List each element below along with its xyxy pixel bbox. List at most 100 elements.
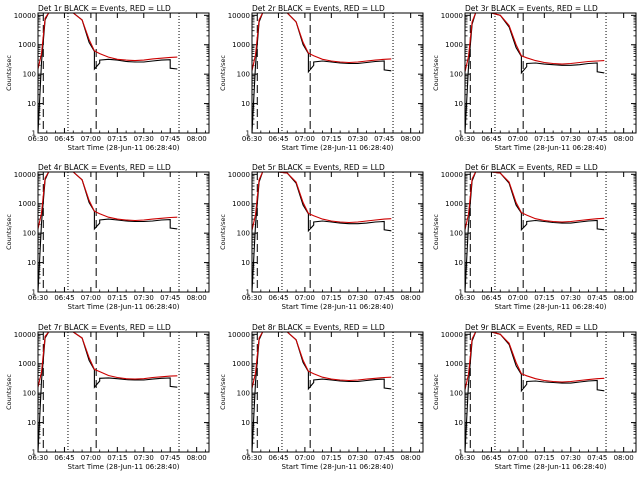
events-series-line [37, 331, 178, 453]
events-series-line [37, 171, 178, 293]
x-axis-label: Start Time (28-Jun-11 06:28:40) [282, 144, 394, 152]
y-tick-label: 10000 [441, 171, 463, 179]
x-tick-label: 06:30 [455, 135, 475, 143]
x-tick-label: 07:15 [321, 454, 341, 462]
y-axis-label: Counts/sec [432, 55, 440, 91]
x-axis-label: Start Time (28-Jun-11 06:28:40) [68, 303, 180, 311]
y-tick-label: 1 [459, 449, 463, 457]
x-axis-label: Start Time (28-Jun-11 06:28:40) [282, 303, 394, 311]
x-tick-label: 08:00 [401, 135, 421, 143]
x-tick-label: 07:00 [508, 294, 528, 302]
x-tick-label: 06:30 [242, 135, 262, 143]
y-tick-label: 10 [27, 419, 36, 427]
x-axis-label: Start Time (28-Jun-11 06:28:40) [282, 463, 394, 471]
x-tick-label: 07:30 [348, 135, 368, 143]
y-tick-label: 10 [241, 419, 250, 427]
y-tick-label: 100 [237, 230, 250, 238]
y-tick-label: 1 [459, 289, 463, 297]
x-tick-label: 07:00 [81, 454, 101, 462]
x-tick-label: 07:45 [587, 294, 607, 302]
y-tick-label: 100 [450, 390, 463, 398]
x-tick-label: 07:00 [508, 135, 528, 143]
chart-panel-8: Det 8r BLACK = Events, RED = LLD Counts/s… [219, 323, 424, 471]
y-tick-label: 1000 [445, 360, 463, 368]
x-axis-label: Start Time (28-Jun-11 06:28:40) [495, 144, 607, 152]
chart-panel-2: Det 2r BLACK = Events, RED = LLD Counts/s… [219, 4, 424, 152]
y-tick-label: 10000 [228, 12, 250, 20]
x-tick-label: 06:30 [242, 294, 262, 302]
y-axis-label: Counts/sec [432, 214, 440, 250]
x-tick-label: 07:30 [134, 294, 154, 302]
x-tick-label: 07:45 [160, 454, 180, 462]
y-tick-label: 100 [237, 390, 250, 398]
y-axis-label: Counts/sec [5, 214, 13, 250]
y-tick-label: 100 [23, 71, 36, 79]
x-tick-label: 06:45 [54, 294, 74, 302]
y-tick-label: 10 [241, 259, 250, 267]
y-axis-label: Counts/sec [432, 374, 440, 410]
chart-title: Det 6r BLACK = Events, RED = LLD [465, 163, 598, 172]
plot-frame [37, 171, 210, 293]
chart-title: Det 1r BLACK = Events, RED = LLD [38, 4, 171, 13]
plot-frame [464, 171, 637, 293]
x-tick-label: 06:45 [54, 135, 74, 143]
events-series-line [251, 171, 392, 293]
y-tick-label: 10000 [441, 331, 463, 339]
x-tick-label: 07:30 [561, 454, 581, 462]
y-axis-label: Counts/sec [5, 55, 13, 91]
y-tick-label: 10000 [14, 12, 36, 20]
chart-panel-9: Det 9r BLACK = Events, RED = LLD Counts/s… [432, 323, 637, 471]
y-tick-label: 1 [459, 130, 463, 138]
x-tick-label: 07:45 [374, 294, 394, 302]
chart-panel-1: Det 1r BLACK = Events, RED = LLD Counts/s… [5, 4, 210, 152]
x-axis-label: Start Time (28-Jun-11 06:28:40) [495, 303, 607, 311]
x-tick-label: 06:45 [268, 454, 288, 462]
y-axis-label: Counts/sec [219, 55, 227, 91]
y-tick-label: 10 [27, 100, 36, 108]
chart-title: Det 4r BLACK = Events, RED = LLD [38, 163, 171, 172]
events-series-line [37, 12, 178, 134]
chart-panel-7: Det 7r BLACK = Events, RED = LLD Counts/s… [5, 323, 210, 471]
x-tick-label: 07:45 [374, 454, 394, 462]
x-tick-label: 08:00 [614, 294, 634, 302]
y-tick-label: 10 [454, 100, 463, 108]
x-tick-label: 06:30 [455, 294, 475, 302]
x-tick-label: 06:45 [54, 454, 74, 462]
x-tick-label: 07:15 [321, 135, 341, 143]
chart-title: Det 3r BLACK = Events, RED = LLD [465, 4, 598, 13]
y-tick-label: 10000 [228, 171, 250, 179]
y-tick-label: 1 [32, 449, 36, 457]
chart-title: Det 5r BLACK = Events, RED = LLD [252, 163, 385, 172]
events-series-line [464, 12, 605, 134]
chart-panel-5: Det 5r BLACK = Events, RED = LLD Counts/s… [219, 163, 424, 311]
x-tick-label: 08:00 [187, 135, 207, 143]
x-tick-label: 07:30 [561, 294, 581, 302]
chart-title: Det 7r BLACK = Events, RED = LLD [38, 323, 171, 332]
x-tick-label: 06:30 [28, 454, 48, 462]
x-tick-label: 07:30 [348, 454, 368, 462]
y-axis-label: Counts/sec [219, 214, 227, 250]
x-tick-label: 07:15 [534, 454, 554, 462]
chart-title: Det 8r BLACK = Events, RED = LLD [252, 323, 385, 332]
chart-panel-4: Det 4r BLACK = Events, RED = LLD Counts/s… [5, 163, 210, 311]
y-tick-label: 1 [246, 130, 250, 138]
y-tick-label: 100 [450, 71, 463, 79]
plot-frame [464, 12, 637, 134]
x-tick-label: 06:30 [28, 294, 48, 302]
x-tick-label: 07:00 [81, 135, 101, 143]
x-tick-label: 08:00 [614, 454, 634, 462]
x-tick-label: 07:45 [587, 135, 607, 143]
y-tick-label: 1000 [232, 41, 250, 49]
x-tick-label: 07:15 [534, 135, 554, 143]
x-tick-label: 07:15 [534, 294, 554, 302]
x-tick-label: 07:30 [348, 294, 368, 302]
y-tick-label: 10000 [228, 331, 250, 339]
plot-frame [37, 12, 210, 134]
y-tick-label: 1000 [445, 200, 463, 208]
x-tick-label: 06:45 [481, 135, 501, 143]
events-series-line [464, 171, 605, 293]
y-tick-label: 10 [454, 259, 463, 267]
y-tick-label: 1000 [18, 360, 36, 368]
x-tick-label: 07:45 [160, 294, 180, 302]
x-tick-label: 06:45 [268, 135, 288, 143]
